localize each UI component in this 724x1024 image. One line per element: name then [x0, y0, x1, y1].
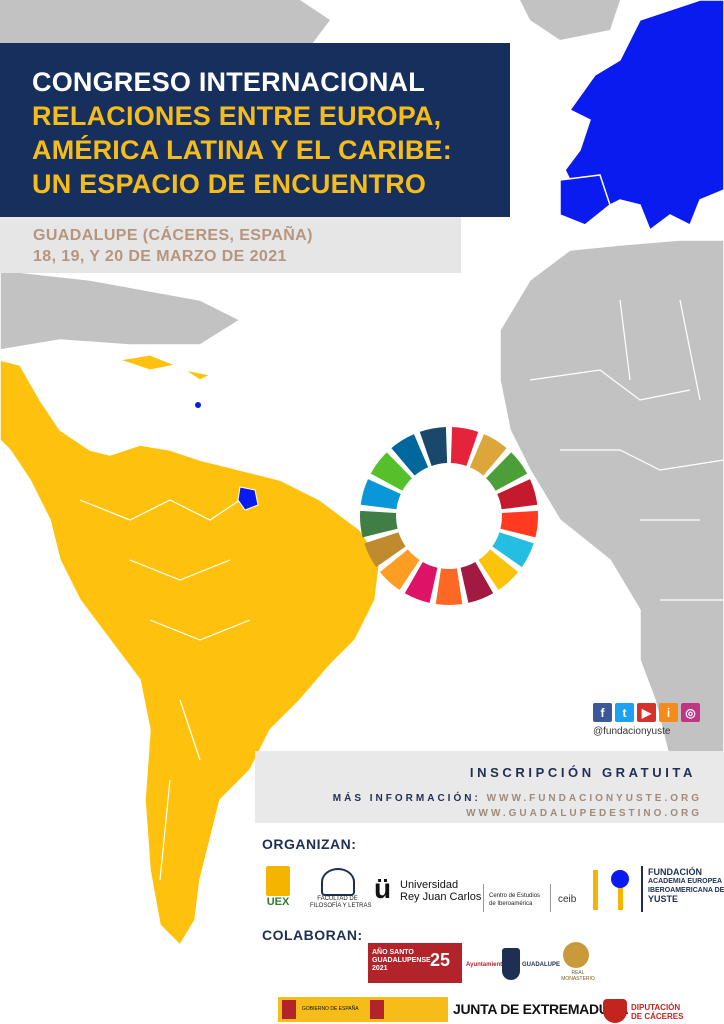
social-handle: @fundacionyuste — [593, 726, 671, 737]
urjc-emblem-icon: ü — [374, 873, 392, 904]
iberia-land — [559, 174, 611, 226]
north-america-south — [0, 269, 242, 351]
latin-america-borders — [79, 499, 251, 881]
caribbean-blue-islands — [195, 402, 201, 408]
uex-text: UEX — [266, 896, 290, 908]
spain-crest-icon — [282, 1000, 296, 1019]
facultad-text: FACULTAD DE FILOSOFÍA Y LETRAS — [310, 896, 372, 909]
organizers-label: ORGANIZAN: — [262, 836, 357, 852]
diputacion-line-1: DIPUTACIÓN — [631, 1003, 681, 1012]
europe-land — [564, 0, 724, 232]
africa-land — [499, 239, 724, 792]
sdg-segment — [478, 549, 519, 590]
sdg-segment — [364, 532, 406, 568]
monasterio-emblem-icon — [563, 942, 589, 968]
years-text: 25 — [430, 950, 451, 970]
africa-borders — [529, 299, 724, 601]
uex-logo: UEX — [262, 866, 294, 910]
place-date-banner: GUADALUPE (CÁCERES, ESPAÑA) 18, 19, Y 20… — [0, 217, 461, 273]
sdg-segment — [460, 562, 494, 603]
sdg-segment — [486, 452, 528, 491]
divider — [550, 884, 551, 912]
facultad-emblem-icon — [320, 868, 355, 896]
registration-text: INSCRIPCIÓN GRATUITA — [469, 765, 696, 780]
sponsors-area — [255, 823, 724, 1024]
sdg-segment — [500, 510, 538, 538]
ano-santo-logo: AÑO SANTO GUADALUPENSE 2021 25 — [368, 943, 462, 983]
more-info: MÁS INFORMACIÓN: WWW.FUNDACIONYUSTE.ORG — [333, 793, 702, 804]
divider — [641, 866, 643, 912]
title-banner: CONGRESO INTERNACIONAL RELACIONES ENTRE … — [0, 43, 510, 217]
instagram-icon[interactable]: ◎ — [681, 703, 700, 722]
facebook-icon[interactable]: f — [593, 703, 612, 722]
date-text: 18, 19, Y 20 DE MARZO DE 2021 — [33, 248, 287, 265]
sdg-segment — [419, 427, 448, 466]
monasterio-text: REAL MONASTERIO — [561, 970, 595, 982]
gobierno-text: GOBIERNO DE ESPAÑA — [302, 1006, 359, 1012]
ceib-text: Centro de Estudios de Iberoamérica — [489, 892, 540, 908]
junta-text: JUNTA DE EXTREMADURA — [453, 1001, 629, 1017]
collaborators-label: COLABORAN: — [262, 927, 363, 943]
eu-stars-icon — [611, 870, 629, 888]
ayto-text: Ayuntamiento — [466, 962, 506, 968]
facultad-logo: FACULTAD DE FILOSOFÍA Y LETRAS — [310, 868, 372, 910]
ceib-logo: ceib — [558, 894, 577, 905]
sdg-segment — [391, 434, 429, 476]
diputacion-emblem-icon — [603, 999, 627, 1023]
yuste-line-1: FUNDACIÓN — [648, 867, 702, 877]
guadalupe-crest-icon — [502, 948, 520, 980]
ano-santo-text: AÑO SANTO GUADALUPENSE 2021 — [372, 949, 431, 972]
gobierno-logo: GOBIERNO DE ESPAÑA — [278, 997, 448, 1022]
place-text: GUADALUPE (CÁCERES, ESPAÑA) — [33, 227, 313, 244]
guadalupe-text: GUADALUPE — [522, 962, 561, 968]
yuste-emblem-icon — [593, 870, 623, 910]
yuste-logo — [587, 866, 639, 914]
caribbean-islands — [119, 354, 212, 381]
sdg-segment — [360, 510, 398, 538]
sdg-wheel — [360, 427, 538, 605]
sdg-segment — [360, 479, 401, 510]
info-box: INSCRIPCIÓN GRATUITA MÁS INFORMACIÓN: WW… — [255, 751, 724, 823]
youtube-icon[interactable]: ▶ — [637, 703, 656, 722]
ceib-line-1: Centro de Estudios — [489, 893, 541, 899]
title-line-4: UN ESPACIO DE ENCUENTRO — [32, 169, 427, 199]
sdg-segment — [492, 532, 534, 568]
twitter-icon[interactable]: t — [615, 703, 634, 722]
yuste-line-2: ACADEMIA EUROPEA E — [648, 878, 724, 885]
sdg-segment — [379, 549, 420, 590]
ivoox-icon[interactable]: i — [659, 703, 678, 722]
title-line-2: RELACIONES ENTRE EUROPA, — [32, 101, 442, 131]
title-line-3: AMÉRICA LATINA Y EL CARIBE: — [32, 135, 452, 165]
social-icons: f t ▶ i ◎ — [593, 703, 700, 722]
spain-crest-icon — [370, 1000, 384, 1019]
divider — [483, 884, 484, 912]
yuste-text: FUNDACIÓN ACADEMIA EUROPEA E IBEROAMERIC… — [648, 868, 724, 904]
sdg-segment — [404, 562, 438, 603]
yuste-line-4: YUSTE — [648, 894, 679, 904]
diputacion-text: DIPUTACIÓN DE CÁCERES — [631, 1003, 683, 1021]
ceib-line-2: de Iberoamérica — [489, 901, 533, 907]
yuste-line-3: IBEROAMERICANA DE — [648, 887, 724, 894]
sdg-segment — [497, 479, 538, 510]
web-link-1[interactable]: WWW.FUNDACIONYUSTE.ORG — [486, 793, 702, 804]
title-line-1: CONGRESO INTERNACIONAL — [32, 67, 425, 97]
more-info-label: MÁS INFORMACIÓN: — [332, 793, 481, 804]
french-guiana-land — [237, 486, 259, 511]
web-link-2[interactable]: WWW.GUADALUPEDESTINO.ORG — [466, 808, 702, 819]
greenland-land — [520, 0, 620, 40]
sdg-segment — [435, 568, 463, 605]
urjc-line-2: Rey Juan Carlos — [400, 891, 482, 903]
sdg-segment — [370, 452, 412, 491]
sdg-segment — [469, 434, 507, 476]
sdg-segment — [450, 427, 479, 466]
diputacion-line-2: DE CÁCERES — [631, 1012, 684, 1021]
urjc-line-1: Universidad — [400, 879, 459, 891]
